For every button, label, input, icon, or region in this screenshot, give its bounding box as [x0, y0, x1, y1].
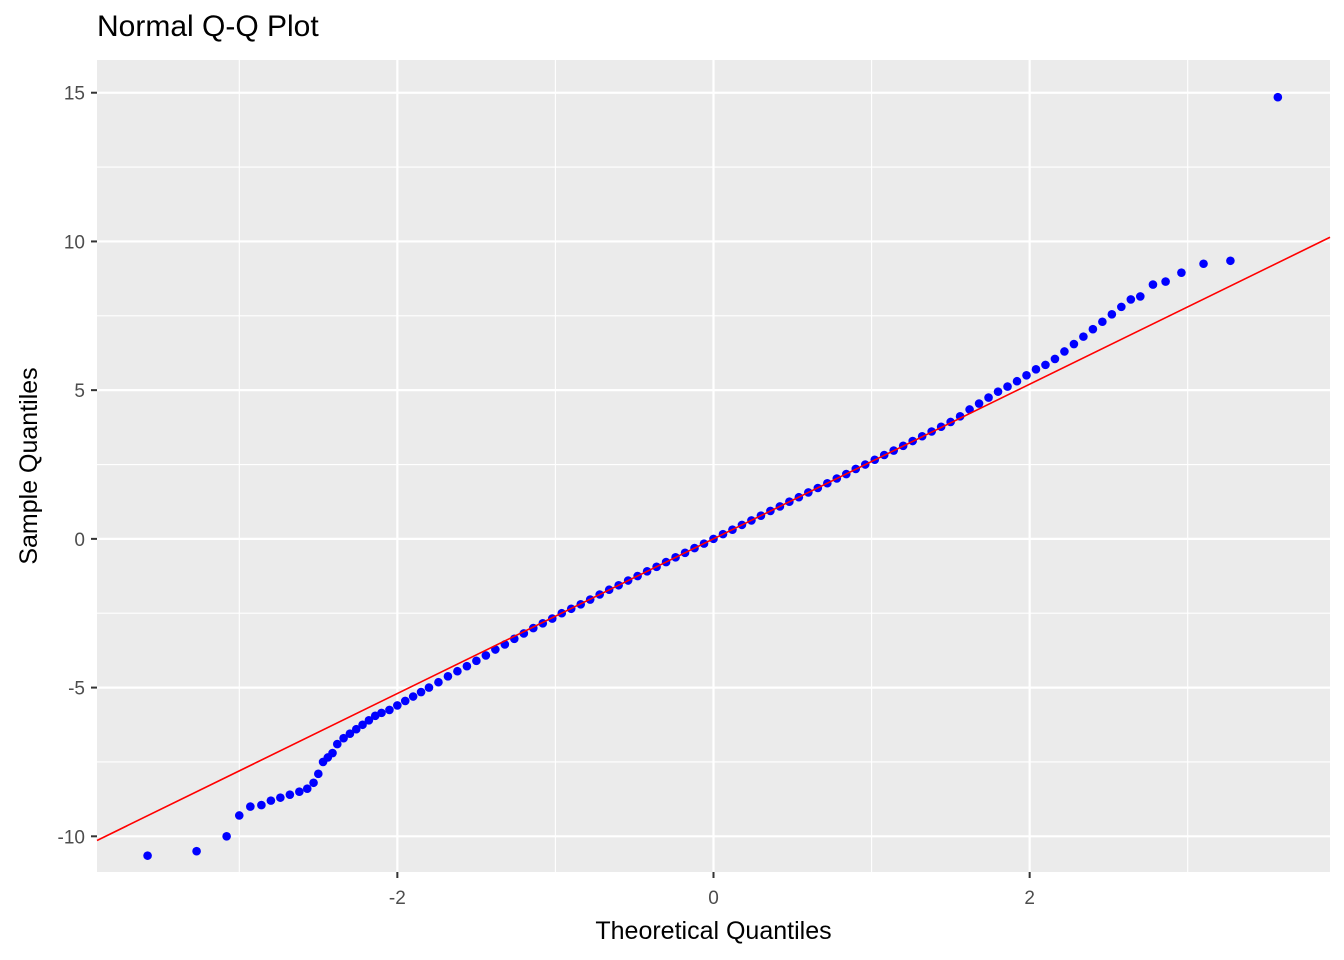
data-point — [993, 387, 1003, 396]
x-tick-label: 0 — [708, 888, 719, 909]
data-point — [984, 393, 993, 402]
data-point — [364, 716, 374, 725]
data-point — [328, 748, 337, 758]
major-gridlines — [97, 60, 1330, 872]
data-point — [1041, 360, 1050, 370]
data-point — [295, 787, 304, 796]
data-point — [1012, 376, 1022, 386]
data-point — [1069, 339, 1079, 349]
data-point — [351, 724, 361, 734]
data-point — [302, 784, 312, 794]
data-point — [462, 661, 472, 671]
data-point — [234, 811, 244, 820]
data-point — [1117, 302, 1126, 312]
data-point — [443, 671, 453, 681]
data-point — [276, 793, 285, 802]
data-point — [266, 796, 276, 805]
data-point — [285, 790, 295, 799]
data-point — [1079, 332, 1088, 341]
data-point — [1031, 365, 1041, 374]
data-point — [1022, 370, 1031, 380]
data-point — [974, 399, 984, 408]
x-tick-label: 2 — [1024, 888, 1035, 909]
data-point — [377, 708, 386, 718]
data-point — [143, 851, 152, 860]
data-point — [1126, 295, 1136, 304]
data-point — [1088, 324, 1098, 334]
y-axis-title: Sample Quantiles — [15, 367, 43, 564]
data-point — [1107, 310, 1117, 319]
reference-line — [96, 236, 1331, 842]
data-point — [1136, 292, 1145, 301]
data-point — [339, 733, 348, 743]
data-point — [481, 651, 491, 660]
data-point — [472, 656, 481, 666]
chart-title: Normal Q-Q Plot — [97, 10, 319, 43]
data-point — [416, 687, 426, 697]
y-tick-label: 10 — [64, 232, 85, 253]
x-axis-title: Theoretical Quantiles — [595, 917, 831, 945]
data-point — [1199, 259, 1208, 269]
data-point — [434, 677, 443, 687]
data-point — [1273, 92, 1283, 102]
data-point — [453, 666, 462, 676]
data-point — [345, 729, 355, 738]
x-tick-label: -2 — [389, 888, 406, 909]
data-point — [192, 846, 201, 856]
data-point — [332, 739, 342, 749]
data-point — [965, 405, 974, 414]
data-point — [424, 683, 434, 692]
data-point — [1148, 280, 1158, 289]
data-point — [1177, 268, 1186, 277]
data-point — [400, 696, 410, 706]
data-point — [314, 769, 323, 779]
y-tick-label: 15 — [64, 84, 85, 105]
y-tick-label: -10 — [58, 827, 85, 848]
data-point — [358, 720, 367, 730]
data-point — [1003, 382, 1012, 391]
x-axis-ticks: -2 0 2 — [389, 872, 1035, 909]
y-tick-label: 0 — [74, 530, 85, 551]
data-point — [1161, 277, 1170, 286]
data-point — [1098, 317, 1107, 327]
y-tick-label: -5 — [68, 679, 85, 700]
data-point — [1050, 354, 1060, 364]
data-point — [222, 832, 231, 841]
data-point — [309, 778, 318, 788]
y-axis-ticks: -10 -5 0 5 10 15 — [58, 84, 97, 848]
data-point — [393, 701, 402, 710]
data-point — [1060, 347, 1069, 356]
data-point — [257, 800, 266, 810]
data-point — [1226, 256, 1235, 266]
y-tick-label: 5 — [74, 381, 85, 402]
data-point — [408, 692, 418, 701]
data-point — [246, 802, 255, 811]
data-point — [385, 705, 394, 715]
